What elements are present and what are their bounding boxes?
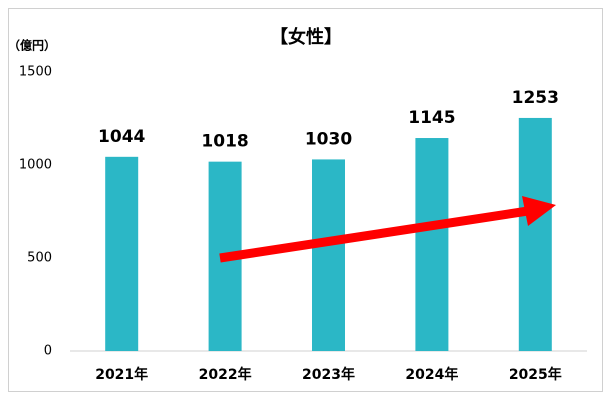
x-tick-label: 2025年 <box>509 366 562 383</box>
data-label: 1018 <box>201 132 248 152</box>
bar <box>518 117 552 351</box>
data-label: 1145 <box>408 108 455 128</box>
chart-title: 【女性】 <box>270 26 342 48</box>
y-axis-label: （億円） <box>8 38 56 53</box>
chart-border <box>8 8 603 392</box>
bar <box>312 159 345 351</box>
x-tick-label: 2023年 <box>302 366 355 383</box>
x-tick-label: 2022年 <box>199 366 252 383</box>
y-tick-label: 500 <box>27 251 52 266</box>
bar <box>415 138 449 351</box>
arrow-head <box>522 196 556 226</box>
bar <box>105 156 139 351</box>
x-tick-label: 2024年 <box>405 366 458 383</box>
data-label: 1253 <box>512 88 559 108</box>
trend-arrow <box>219 196 556 263</box>
y-tick-label: 1000 <box>19 158 52 173</box>
data-label: 1044 <box>98 127 145 147</box>
plot-area: 0 500 1000 1500 2021年 1044 2022年 1018 2023年 1030 2… <box>19 65 587 383</box>
data-label: 1030 <box>305 129 352 149</box>
arrow-shaft <box>219 206 529 263</box>
y-tick-label: 0 <box>44 344 52 359</box>
x-tick-label: 2021年 <box>95 366 148 383</box>
y-tick-label: 1500 <box>19 65 52 80</box>
